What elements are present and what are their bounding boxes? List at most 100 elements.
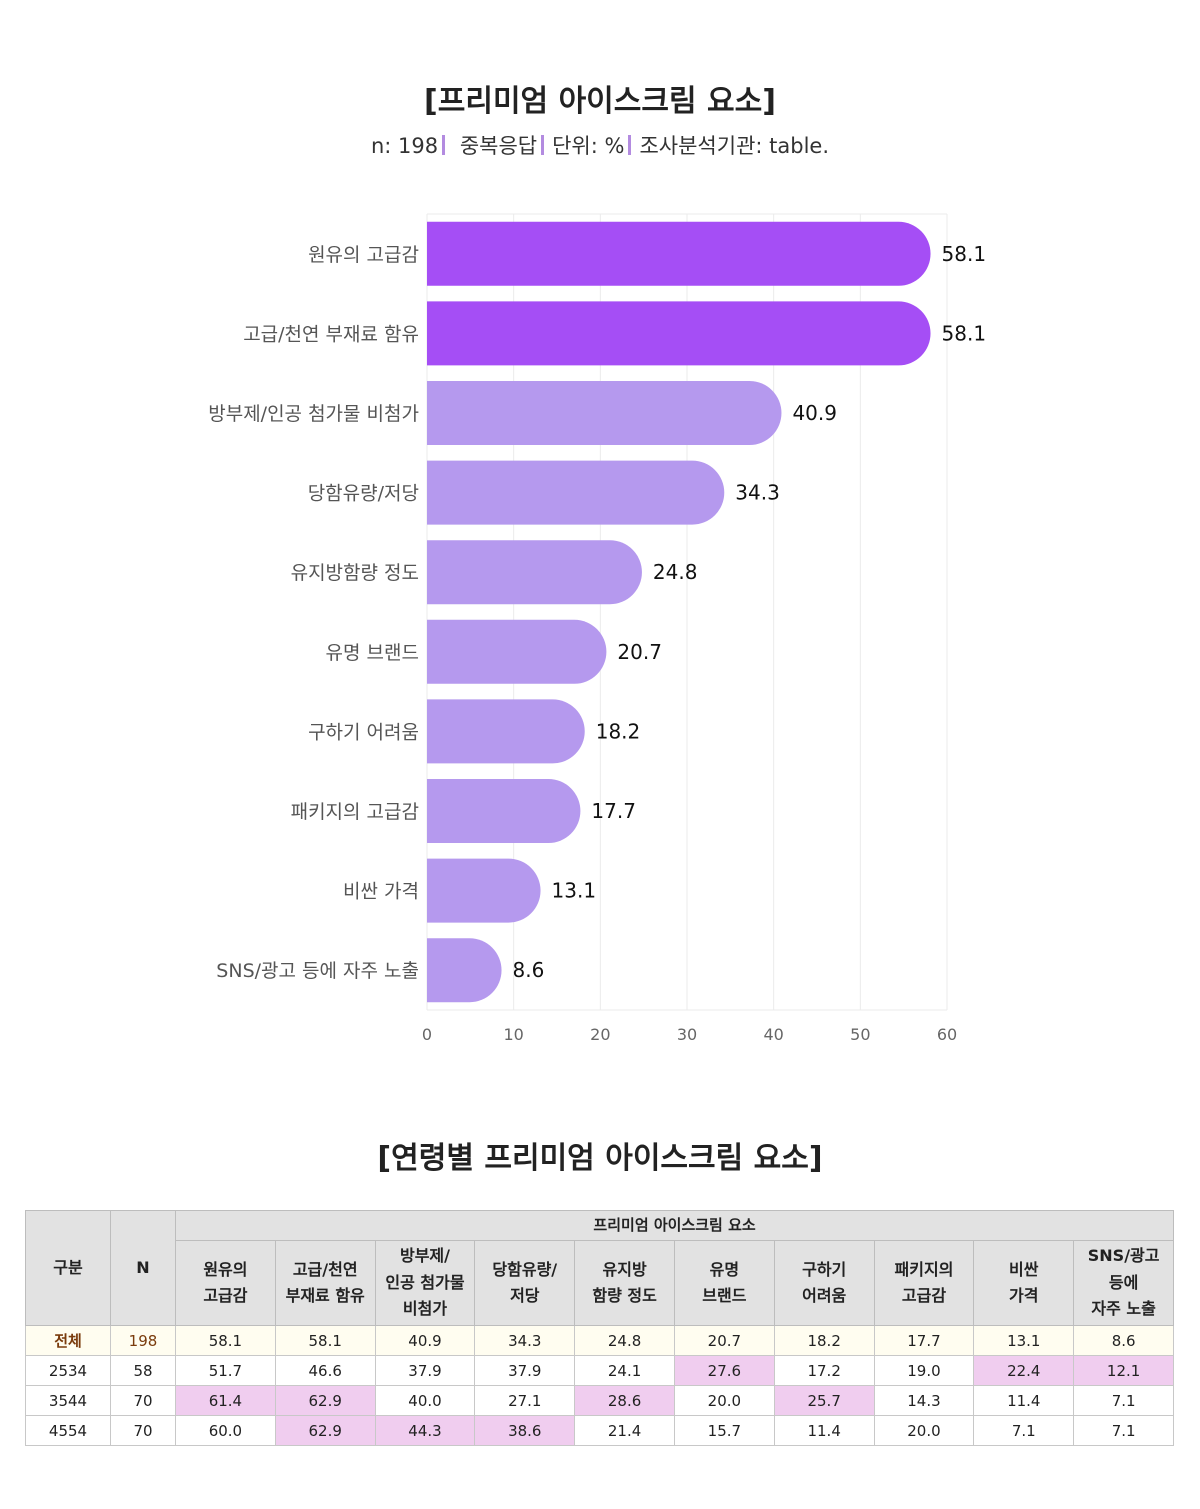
- category-label: 유지방함량 정도: [291, 562, 419, 584]
- table-cell: 24.8: [574, 1325, 675, 1356]
- bar: [427, 381, 782, 445]
- x-tick-label: 0: [422, 1025, 432, 1044]
- table-cell: 62.9: [274, 1415, 376, 1446]
- column-header-line: 자주 노출: [1091, 1299, 1156, 1319]
- row-label: 전체: [25, 1325, 111, 1356]
- bar-value-label: 17.7: [591, 799, 636, 823]
- table-cell: 7.1: [1073, 1415, 1175, 1446]
- bar-chart: 0 10 20 30 40 50 60 58.1 원유의 고급감 58.1 고급/천연 부재료 함유…: [208, 213, 987, 1044]
- x-tick-label: 20: [590, 1025, 610, 1044]
- column-header-line: 브랜드: [702, 1286, 747, 1305]
- x-tick-label: 30: [677, 1025, 697, 1044]
- bar-value-label: 58.1: [942, 242, 987, 266]
- bar-value-label: 40.9: [792, 401, 837, 425]
- x-tick-label: 60: [937, 1025, 957, 1044]
- bar-value-label: 20.7: [617, 640, 662, 664]
- header-gubun: 구분: [25, 1210, 111, 1326]
- chart-subtitle: n: 198 중복응답 단위: % 조사분석기관: table.: [0, 130, 1200, 160]
- table-cell: 28.6: [574, 1385, 675, 1416]
- category-label: 당함유량/저당: [308, 483, 419, 505]
- category-label: 패키지의 고급감: [291, 801, 419, 823]
- age-breakdown-table: 구분 N 프리미엄 아이스크림 요소 원유의 고급감 고급/천연 부재료 함유 방부제/…: [25, 1210, 1175, 1446]
- x-tick-label: 40: [763, 1025, 783, 1044]
- column-header-line: 고급감: [901, 1286, 947, 1305]
- x-tick-label: 50: [850, 1025, 870, 1044]
- bar-value-label: 8.6: [513, 958, 545, 982]
- column-header: SNS/광고 등에 자주 노출: [1073, 1240, 1175, 1326]
- bar-value-label: 58.1: [942, 321, 987, 345]
- table-cell: 60.0: [175, 1415, 276, 1446]
- column-header-line: 저당: [510, 1286, 540, 1305]
- row-label: 4554: [25, 1415, 111, 1446]
- x-tick-label: 10: [503, 1025, 523, 1044]
- table-cell: 17.2: [773, 1355, 875, 1386]
- table-cell: 34.3: [474, 1325, 576, 1356]
- table-cell: 18.2: [773, 1325, 875, 1356]
- bar: [427, 460, 725, 525]
- table-cell: 22.4: [973, 1355, 1075, 1386]
- column-header-line: 고급감: [203, 1286, 248, 1305]
- column-header-line: 유명: [709, 1259, 740, 1279]
- separator: [628, 135, 632, 155]
- table-cell: 51.7: [175, 1355, 276, 1386]
- row-label: 3544: [25, 1385, 111, 1416]
- column-header-line: 함량 정도: [592, 1286, 657, 1305]
- column-header: 고급/천연 부재료 함유: [274, 1240, 376, 1326]
- table-cell: 58.1: [274, 1325, 376, 1356]
- table-cell: 8.6: [1073, 1325, 1175, 1356]
- row-n: 70: [110, 1415, 176, 1446]
- header-group: 프리미엄 아이스크림 요소: [174, 1210, 1175, 1241]
- column-header-line: 가격: [1009, 1286, 1039, 1305]
- table-cell: 15.7: [673, 1415, 775, 1446]
- response-type: 중복응답: [459, 134, 538, 158]
- table-row: 3544 70 61.4 62.9 40.0 27.1 28.6 20.0 25.7 14.3 11…: [25, 1385, 1175, 1416]
- table-cell: 27.6: [673, 1355, 775, 1386]
- table-cell: 37.9: [374, 1355, 476, 1386]
- table-cell: 61.4: [175, 1385, 276, 1416]
- table-cell: 11.4: [973, 1385, 1075, 1416]
- header-n: N: [110, 1210, 176, 1326]
- table-cell: 25.7: [773, 1385, 875, 1416]
- table-cell: 20.7: [673, 1325, 775, 1356]
- table-cell: 19.0: [873, 1355, 975, 1386]
- source-label: 조사분석기관: table.: [639, 134, 830, 158]
- table-cell: 24.1: [574, 1355, 675, 1386]
- column-header: 방부제/인공 첨가물 비첨가: [374, 1240, 476, 1326]
- table-row: 2534 58 51.7 46.6 37.9 37.9 24.1 27.6 17.2 19.0 22…: [25, 1355, 1175, 1386]
- category-label: SNS/광고 등에 자주 노출: [216, 960, 419, 982]
- table-cell: 13.1: [973, 1325, 1075, 1356]
- separator: [442, 135, 446, 155]
- table-cell: 12.1: [1073, 1355, 1175, 1386]
- table-cell: 44.3: [374, 1415, 476, 1446]
- column-header-line: 원유의: [203, 1259, 248, 1279]
- bar-value-label: 34.3: [735, 481, 780, 505]
- row-n: 70: [110, 1385, 176, 1416]
- table-row: 4554 70 60.0 62.9 44.3 38.6 21.4 15.7 11.4 20.0 7.…: [25, 1415, 1175, 1446]
- category-label: 방부제/인공 첨가물 비첨가: [208, 403, 419, 425]
- category-label: 비싼 가격: [343, 881, 419, 903]
- column-header-line: 방부제/: [399, 1246, 450, 1266]
- category-label: 유명 브랜드: [326, 642, 419, 664]
- column-header: 당함유량/저당: [474, 1240, 576, 1326]
- table-cell: 40.9: [374, 1325, 476, 1356]
- category-label: 구하기 어려움: [308, 721, 419, 743]
- table-cell: 21.4: [574, 1415, 675, 1446]
- column-header-line: 패키지의: [894, 1259, 954, 1279]
- table-cell: 17.7: [873, 1325, 975, 1356]
- bar: [427, 699, 585, 764]
- table-cell: 58.1: [175, 1325, 276, 1356]
- column-header-line: 유지방: [602, 1259, 647, 1279]
- column-header-line: 인공 첨가물: [385, 1272, 465, 1292]
- bar-value-label: 18.2: [596, 719, 641, 743]
- category-label: 고급/천연 부재료 함유: [243, 323, 419, 345]
- bar: [427, 858, 541, 923]
- table-cell: 7.1: [1073, 1385, 1175, 1416]
- table-cell: 37.9: [474, 1355, 576, 1386]
- bar: [427, 938, 502, 1003]
- unit-label: 단위: %: [552, 134, 625, 158]
- separator: [541, 135, 545, 155]
- column-header: 구하기 어려움: [773, 1240, 875, 1326]
- column-header-line: 당함유량/: [492, 1259, 558, 1279]
